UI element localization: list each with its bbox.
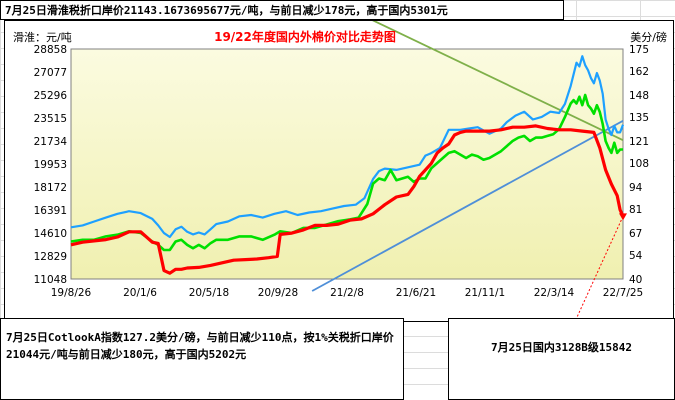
left-tick-label: 27077 [34, 67, 67, 79]
price-comparison-chart: 11048 12829 14610 16391 18172 19953 21734 23515… [13, 0, 667, 332]
left-tick-label: 25296 [34, 90, 68, 102]
x-axis-ticks: 19/8/26 20/1/6 20/5/18 20/9/28 21/2/8 21/6/21… [51, 287, 643, 299]
trend-lines [311, 0, 624, 332]
x-tick-label: 20/1/6 [123, 287, 157, 299]
left-tick-label: 12829 [34, 251, 67, 263]
right-axis-ticks: 40 54 67 81 94 108 121 135 148 162 175 [629, 44, 649, 286]
blue-series-line [70, 55, 625, 239]
right-axis-unit: 美分/磅 [630, 30, 667, 44]
series-layer [70, 55, 627, 275]
left-tick-label: 16391 [34, 205, 67, 217]
right-tick-label: 162 [629, 66, 649, 78]
cotlook-note: 7月25日CotlookA指数127.2美分/磅，与前日减少110点，按1%关税… [0, 318, 404, 400]
plot-area [70, 48, 624, 280]
right-tick-label: 121 [629, 136, 649, 148]
right-tick-label: 67 [629, 228, 642, 240]
chart-frame: 11048 12829 14610 16391 18172 19953 21734 23515… [4, 0, 674, 332]
uptrend-line [311, 119, 624, 292]
right-tick-label: 94 [629, 182, 643, 194]
x-tick-label: 22/3/14 [534, 287, 575, 299]
left-tick-label: 18172 [34, 182, 67, 194]
left-tick-label: 23515 [34, 113, 67, 125]
red-series-line [70, 124, 625, 275]
domestic-price-note: 7月25日国内3128B级15842 [448, 318, 675, 400]
left-tick-label: 28858 [34, 44, 67, 56]
x-tick-label: 21/11/1 [465, 287, 505, 299]
left-axis-unit: 滑淮：元/吨 [13, 31, 72, 44]
top-price-note: 7月25日滑淮税折口岸价21143.1673695677元/吨，与前日减少178… [0, 0, 564, 20]
right-tick-label: 175 [629, 44, 649, 56]
left-tick-label: 19953 [34, 159, 67, 171]
x-tick-label: 21/2/8 [330, 287, 364, 299]
right-tick-label: 148 [629, 90, 649, 102]
x-tick-label: 20/9/28 [258, 287, 298, 299]
right-tick-label: 108 [629, 158, 649, 170]
chart-title: 19/22年度国内外棉价对比走势图 [214, 29, 396, 44]
downtrend-line [332, 0, 624, 141]
projection-line [570, 216, 624, 332]
right-tick-label: 40 [629, 274, 642, 286]
x-tick-label: 22/7/25 [603, 287, 643, 299]
x-tick-label: 20/5/18 [189, 287, 229, 299]
left-tick-label: 21734 [34, 136, 68, 148]
left-tick-label: 14610 [34, 228, 67, 240]
red-series-end-marker [619, 213, 627, 221]
left-axis-ticks: 11048 12829 14610 16391 18172 19953 21734 23515… [34, 44, 68, 286]
x-tick-label: 19/8/26 [51, 287, 92, 299]
left-tick-label: 11048 [34, 274, 67, 286]
green-series-line [70, 93, 623, 252]
right-tick-label: 135 [629, 112, 649, 124]
right-tick-label: 54 [629, 250, 643, 262]
right-tick-label: 81 [629, 204, 642, 216]
x-tick-label: 21/6/21 [396, 287, 436, 299]
